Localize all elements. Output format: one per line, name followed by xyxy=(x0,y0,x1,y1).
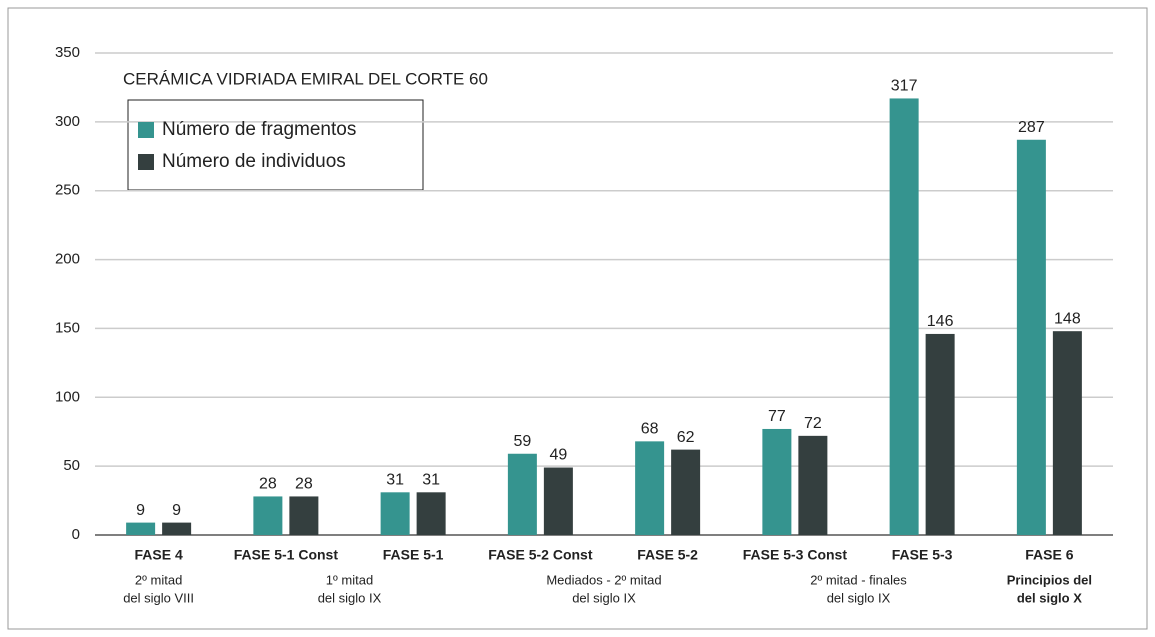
period-label: 2º mitad - finales xyxy=(810,572,907,587)
x-tick-label: FASE 5-2 xyxy=(637,547,698,563)
period-label: 2º mitad xyxy=(135,572,182,587)
value-label: 146 xyxy=(927,313,954,330)
y-tick-label: 350 xyxy=(55,44,80,61)
x-tick-label: FASE 5-1 Const xyxy=(234,547,339,563)
bar xyxy=(126,522,156,535)
bar xyxy=(1052,331,1082,535)
y-tick-label: 0 xyxy=(72,526,80,543)
period-label: Principios del xyxy=(1007,572,1092,587)
bar xyxy=(162,522,192,535)
legend-box xyxy=(127,99,424,191)
value-label: 28 xyxy=(295,476,313,493)
x-tick-label: FASE 4 xyxy=(135,547,183,563)
value-label: 317 xyxy=(891,78,918,95)
value-label: 31 xyxy=(386,472,404,489)
value-label: 72 xyxy=(804,415,822,432)
value-label: 9 xyxy=(136,502,145,519)
bar xyxy=(380,492,410,535)
value-label: 77 xyxy=(768,408,786,425)
chart-title: CERÁMICA VIDRIADA EMIRAL DEL CORTE 60 xyxy=(123,69,488,88)
y-tick-label: 50 xyxy=(63,457,80,474)
value-label: 49 xyxy=(549,447,567,464)
bar xyxy=(253,496,283,535)
period-label: del siglo IX xyxy=(827,590,891,605)
y-tick-label: 300 xyxy=(55,113,80,130)
bar xyxy=(635,441,665,535)
value-label: 59 xyxy=(513,433,531,450)
bar xyxy=(507,453,537,535)
value-label: 68 xyxy=(641,421,659,438)
bar xyxy=(289,496,319,535)
bar xyxy=(1016,139,1046,535)
bar xyxy=(416,492,446,535)
legend-label: Número de fragmentos xyxy=(162,119,356,140)
value-label: 148 xyxy=(1054,310,1081,327)
bar xyxy=(925,333,955,535)
legend-swatch xyxy=(138,122,154,138)
x-tick-label: FASE 5-1 xyxy=(383,547,444,563)
period-label: del siglo IX xyxy=(572,590,636,605)
bar xyxy=(543,467,573,535)
x-tick-label: FASE 5-3 Const xyxy=(743,547,848,563)
x-tick-label: FASE 6 xyxy=(1025,547,1073,563)
y-tick-label: 150 xyxy=(55,319,80,336)
bar xyxy=(762,428,792,535)
value-label: 31 xyxy=(422,472,440,489)
x-tick-label: FASE 5-3 xyxy=(892,547,953,563)
period-label: del siglo VIII xyxy=(123,590,194,605)
x-tick-label: FASE 5-2 Const xyxy=(488,547,593,563)
value-label: 62 xyxy=(677,429,695,446)
bar xyxy=(671,449,701,535)
y-tick-label: 100 xyxy=(55,388,80,405)
legend-label: Número de individuos xyxy=(162,151,346,172)
period-label: Mediados - 2º mitad xyxy=(546,572,661,587)
bar xyxy=(889,98,919,536)
y-tick-label: 200 xyxy=(55,251,80,268)
period-label: del siglo X xyxy=(1017,590,1082,605)
y-tick-label: 250 xyxy=(55,182,80,199)
period-label: 1º mitad xyxy=(326,572,373,587)
value-label: 28 xyxy=(259,476,277,493)
period-label: del siglo IX xyxy=(318,590,382,605)
value-label: 287 xyxy=(1018,119,1045,136)
bar xyxy=(798,435,828,535)
legend-swatch xyxy=(138,154,154,170)
value-label: 9 xyxy=(172,502,181,519)
